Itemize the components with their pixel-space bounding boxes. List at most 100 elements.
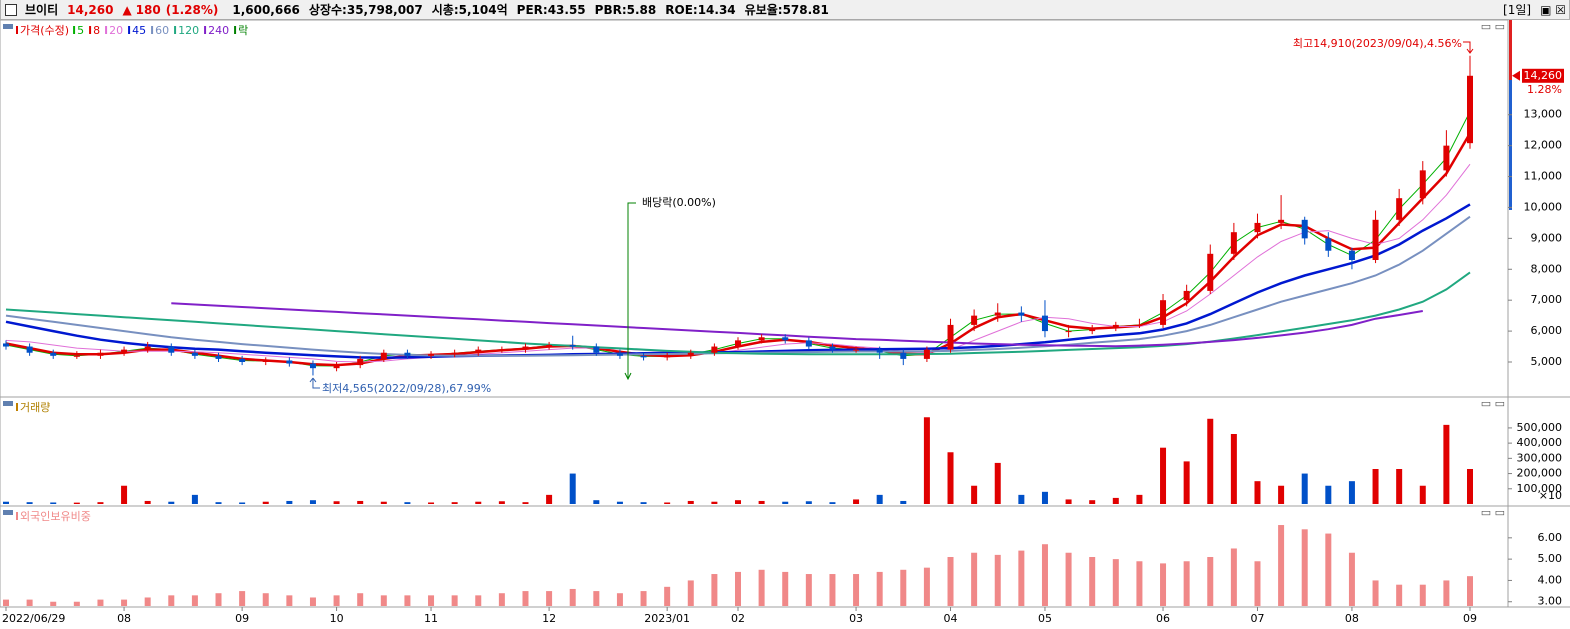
- bar: [593, 500, 600, 504]
- bar: [947, 557, 954, 606]
- bar: [900, 500, 907, 504]
- window-buttons[interactable]: ▣ ☒: [1540, 2, 1566, 17]
- candle-body: [428, 354, 435, 356]
- ma-line: [5, 163, 1471, 363]
- bar: [428, 595, 435, 606]
- candle-body: [1018, 312, 1025, 316]
- bar: [664, 586, 671, 606]
- candle-body: [853, 349, 860, 351]
- plot-frame: [0, 19, 1509, 608]
- change-pct: (1.28%): [165, 2, 219, 17]
- volume: 1,600,666: [232, 2, 300, 17]
- legend-icon: [3, 24, 13, 29]
- unit-label: ×10: [1539, 489, 1562, 502]
- candle-body: [687, 352, 694, 356]
- scroll-indicator: [1509, 80, 1512, 210]
- bar: [26, 599, 33, 606]
- bar: [144, 500, 151, 504]
- panel-buttons[interactable]: ▭ ▭: [1481, 397, 1505, 410]
- per: PER:43.55: [516, 2, 586, 17]
- bar: [357, 593, 364, 606]
- x-tick-label: 10: [330, 612, 344, 625]
- panel-buttons[interactable]: ▭ ▭: [1481, 506, 1505, 519]
- candle-body: [1348, 250, 1355, 260]
- candle-body: [1065, 331, 1072, 333]
- legend-label: 20: [109, 24, 123, 37]
- last-price: 14,260: [1524, 69, 1563, 82]
- legend-label: 240: [208, 24, 229, 37]
- bar: [168, 595, 175, 606]
- bar: [805, 501, 812, 504]
- bar: [1089, 557, 1096, 606]
- bar: [1112, 559, 1119, 606]
- bar: [97, 599, 104, 606]
- x-tick-label: 11: [424, 612, 438, 625]
- panel-icon: [3, 401, 13, 406]
- bar: [73, 502, 80, 504]
- bar: [1396, 469, 1403, 504]
- x-tick-label: 2022/06/29: [2, 612, 65, 625]
- bar: [782, 501, 789, 504]
- panel-icon: [3, 510, 13, 515]
- bar: [1325, 533, 1332, 606]
- legend-swatch: [89, 26, 92, 34]
- x-tick-label: 03: [849, 612, 863, 625]
- title-swatch: [16, 512, 18, 520]
- price-marker: [1512, 70, 1520, 81]
- candle-body: [262, 360, 269, 362]
- candle-body: [26, 346, 33, 353]
- bar: [569, 473, 576, 504]
- bar: [1136, 561, 1143, 606]
- panel-buttons[interactable]: ▭ ▭: [1481, 20, 1505, 33]
- bar: [144, 597, 151, 606]
- bar: [640, 591, 647, 606]
- candle-body: [1230, 232, 1237, 254]
- bar: [1278, 485, 1285, 504]
- low-arrow: [309, 377, 320, 389]
- bar: [1065, 552, 1072, 606]
- bar: [900, 569, 907, 606]
- legend-swatch: [174, 26, 177, 34]
- checkbox[interactable]: [5, 3, 17, 16]
- x-tick-label: 09: [1463, 612, 1477, 625]
- candle-body: [239, 358, 246, 362]
- bar: [1348, 481, 1355, 504]
- bar: [876, 494, 883, 504]
- x-tick-label: 08: [1345, 612, 1359, 625]
- candle-body: [191, 352, 198, 356]
- bar: [1396, 584, 1403, 606]
- candle-body: [947, 324, 954, 350]
- bar: [191, 595, 198, 606]
- bar: [1419, 584, 1426, 606]
- bar: [994, 554, 1001, 606]
- listed: 상장수:35,798,007: [308, 3, 423, 17]
- bar: [1301, 473, 1308, 504]
- panel-title: 거래량: [20, 401, 50, 414]
- x-tick-label: 2023/01: [644, 612, 690, 625]
- candle-body: [475, 349, 482, 353]
- candle-body: [309, 363, 316, 369]
- candle-body: [546, 345, 553, 347]
- bar: [1254, 561, 1261, 606]
- bar: [1112, 497, 1119, 504]
- bar: [1443, 424, 1450, 504]
- candle-body: [735, 340, 741, 347]
- bar: [333, 501, 340, 504]
- bar: [191, 494, 198, 504]
- candle-body: [1160, 300, 1167, 325]
- candle-body: [1041, 315, 1048, 332]
- period[interactable]: [1일]: [1503, 3, 1532, 17]
- bar: [1443, 580, 1450, 606]
- roe: ROE:14.34: [665, 2, 736, 17]
- bar: [971, 485, 978, 504]
- high-annotation: 최고14,910(2023/09/04),4.56%: [1293, 37, 1462, 50]
- legend-label: 락: [238, 24, 248, 37]
- candle-body: [522, 346, 529, 350]
- bar: [616, 593, 623, 606]
- bar: [50, 601, 57, 606]
- stock-name: 브이티: [25, 3, 59, 17]
- bar: [923, 567, 930, 606]
- price: 14,260: [67, 2, 114, 17]
- bar: [853, 574, 860, 606]
- dividend-annotation: 배당락(0.00%): [642, 196, 716, 209]
